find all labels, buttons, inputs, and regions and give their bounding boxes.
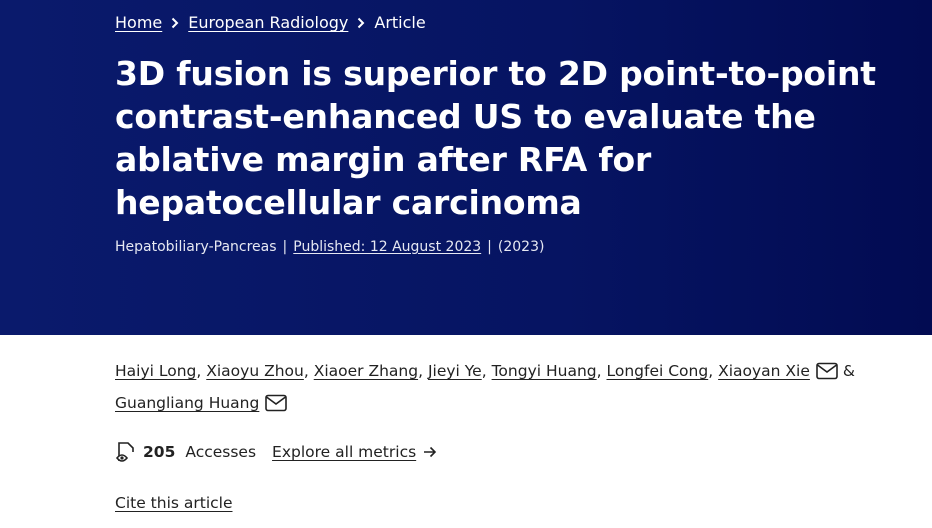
separator: | [487, 239, 492, 255]
author: Longfei Cong, [607, 362, 714, 380]
author: Xiaoyan Xie [718, 362, 838, 380]
email-icon[interactable] [265, 394, 288, 412]
separator: , [596, 362, 602, 380]
author-name[interactable]: Xiaoyu Zhou [206, 362, 304, 380]
explore-metrics-text: Explore all metrics [272, 443, 417, 461]
author: Jieyi Ye, [428, 362, 487, 380]
arrow-icon [424, 446, 437, 458]
author: Xiaoer Zhang, [314, 362, 423, 380]
article-meta: Hepatobiliary-Pancreas | Published: 12 Aug… [115, 239, 544, 255]
author-name[interactable]: Tongyi Huang [491, 362, 597, 380]
author-name[interactable]: Jieyi Ye [427, 362, 482, 380]
section: Hepatobiliary-Pancreas [115, 239, 277, 255]
breadcrumb-current: Article [374, 13, 426, 32]
separator: , [196, 362, 202, 380]
author-name[interactable]: Guangliang Huang [115, 394, 260, 412]
metrics: 205 Accesses Explore all metrics [115, 440, 438, 464]
chevron [172, 17, 179, 28]
chevron [358, 17, 365, 28]
separator: , [708, 362, 714, 380]
conjunction: & [842, 362, 855, 380]
email-icon[interactable] [816, 362, 838, 380]
separator: | [282, 239, 288, 255]
author: Xiaoyu Zhou, [206, 362, 309, 380]
author: Guangliang Huang [115, 394, 288, 412]
header: Home European Radiology Article 3D fusio… [0, 0, 932, 335]
accesses-icon [115, 442, 134, 462]
published-date[interactable]: Published: 12 August 2023 [293, 239, 482, 255]
explore-metrics-link[interactable]: Explore all metrics [272, 443, 416, 461]
year: (2023) [497, 239, 545, 255]
article-title: 3D fusion is superior to 2D point-to-poi… [115, 54, 876, 222]
author-name[interactable]: Xiaoyan Xie [718, 362, 810, 380]
author-name[interactable]: Longfei Cong [606, 362, 709, 380]
breadcrumb: Home European Radiology Article [115, 13, 426, 32]
access-label: Accesses [185, 443, 257, 461]
author-name[interactable]: Xiaoer Zhang [313, 362, 419, 380]
author-list: Haiyi Long, Xiaoyu Zhou, Xiaoer Zhang, J… [115, 355, 855, 419]
separator: , [418, 362, 424, 380]
author-name[interactable]: Haiyi Long [115, 362, 197, 380]
separator: , [481, 362, 487, 380]
author: Haiyi Long, [115, 362, 201, 380]
separator: , [303, 362, 309, 380]
breadcrumb-link[interactable]: Home [115, 13, 163, 32]
author: Tongyi Huang, [492, 362, 602, 380]
cite-link[interactable]: Cite this article [115, 494, 233, 512]
breadcrumb-link[interactable]: European Radiology [188, 13, 349, 32]
access-count: 205 [143, 443, 176, 461]
